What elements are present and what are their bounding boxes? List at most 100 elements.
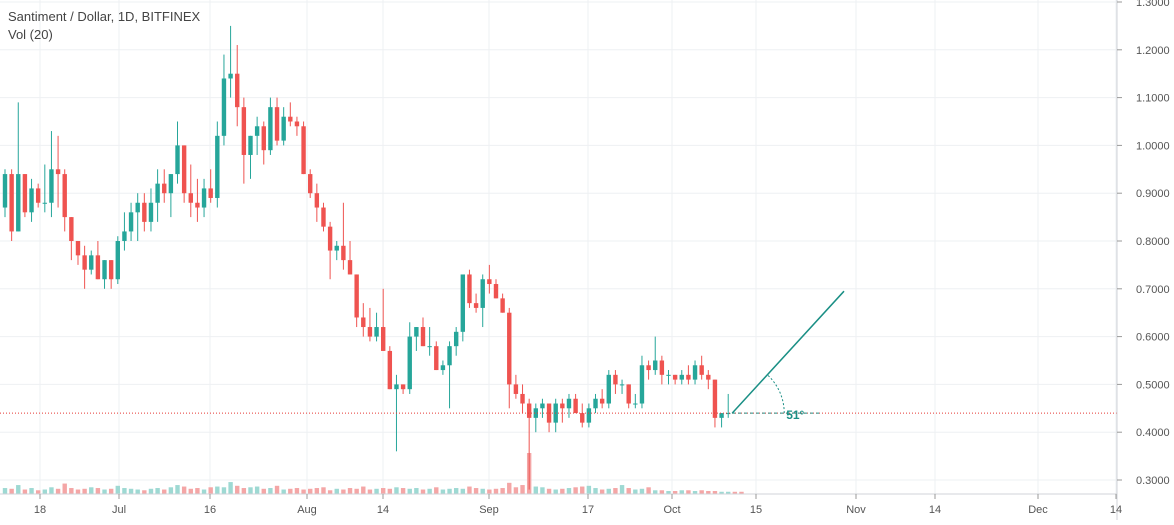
candle[interactable] [407, 322, 412, 394]
candle[interactable] [62, 169, 67, 232]
candle[interactable] [414, 327, 419, 351]
candle[interactable] [155, 169, 160, 222]
candle[interactable] [526, 398, 532, 490]
candle[interactable] [22, 174, 28, 218]
candle[interactable] [142, 193, 147, 232]
candle[interactable] [248, 135, 253, 179]
candle[interactable] [42, 164, 48, 213]
candle[interactable] [334, 241, 339, 261]
candle[interactable] [692, 360, 698, 385]
candle[interactable] [314, 183, 320, 222]
candle[interactable] [679, 370, 684, 385]
candle[interactable] [235, 45, 240, 127]
candle[interactable] [606, 370, 611, 409]
candle[interactable] [533, 403, 538, 433]
candle[interactable] [341, 202, 346, 270]
candle[interactable] [347, 241, 353, 275]
candle[interactable] [653, 336, 658, 375]
candle[interactable] [447, 341, 452, 409]
candle[interactable] [387, 346, 393, 390]
candle[interactable] [274, 97, 280, 146]
candle[interactable] [400, 384, 406, 394]
candle[interactable] [181, 145, 187, 203]
candle[interactable] [361, 303, 366, 337]
candle[interactable] [108, 260, 114, 289]
candle[interactable] [646, 360, 651, 380]
candle[interactable] [706, 370, 711, 390]
candle[interactable] [699, 355, 704, 380]
candle[interactable] [639, 355, 645, 409]
candle[interactable] [659, 355, 665, 385]
candle[interactable] [666, 370, 671, 385]
candle[interactable] [69, 217, 74, 261]
candle[interactable] [586, 403, 592, 428]
candle[interactable] [268, 97, 273, 155]
candle[interactable] [453, 327, 459, 356]
candle[interactable] [29, 178, 34, 222]
candle[interactable] [49, 131, 54, 218]
candle[interactable] [188, 164, 193, 218]
candle[interactable] [719, 413, 724, 428]
trend-angle-drawing[interactable]: 51° [731, 290, 845, 422]
candle[interactable] [367, 307, 373, 342]
candle[interactable] [626, 384, 631, 409]
candle[interactable] [102, 260, 107, 289]
candle[interactable] [122, 212, 127, 251]
candle[interactable] [228, 25, 233, 98]
candle[interactable] [619, 379, 625, 394]
candle[interactable] [553, 398, 558, 433]
candle[interactable] [633, 393, 638, 409]
candle[interactable] [546, 403, 552, 433]
candle[interactable] [507, 307, 512, 409]
candle[interactable] [135, 193, 140, 241]
candle[interactable] [16, 102, 21, 232]
candle[interactable] [467, 269, 472, 308]
candle[interactable] [726, 393, 731, 418]
candle[interactable] [281, 107, 286, 146]
trend-line[interactable] [731, 290, 845, 414]
candle[interactable] [520, 384, 525, 414]
candle[interactable] [215, 121, 220, 208]
candle[interactable] [148, 188, 154, 232]
candle[interactable] [95, 241, 101, 280]
candle[interactable] [593, 393, 598, 414]
candle[interactable] [2, 169, 8, 218]
candle[interactable] [460, 274, 466, 342]
candle[interactable] [420, 317, 426, 347]
candle[interactable] [380, 288, 386, 351]
candle[interactable] [560, 398, 565, 423]
candle[interactable] [294, 116, 300, 136]
candle[interactable] [327, 221, 333, 280]
candle[interactable] [308, 169, 313, 198]
candle[interactable] [573, 393, 578, 414]
candle[interactable] [35, 183, 41, 208]
candle[interactable] [9, 169, 14, 241]
candle[interactable] [580, 403, 585, 428]
candle[interactable] [208, 169, 213, 203]
candle[interactable] [288, 102, 293, 127]
candle[interactable] [175, 121, 180, 184]
candle[interactable] [89, 250, 94, 275]
candle[interactable] [261, 121, 266, 165]
candle[interactable] [712, 379, 718, 428]
candle[interactable] [75, 241, 81, 265]
candle[interactable] [672, 374, 678, 385]
candle[interactable] [613, 370, 618, 394]
candle[interactable] [473, 293, 479, 313]
candle[interactable] [427, 327, 432, 356]
candle[interactable] [221, 54, 227, 146]
candle[interactable] [493, 279, 499, 299]
candle[interactable] [168, 174, 174, 218]
candle[interactable] [254, 116, 260, 155]
candle[interactable] [354, 274, 359, 328]
candle[interactable] [374, 312, 379, 342]
candle[interactable] [115, 236, 120, 285]
candle[interactable] [599, 389, 605, 409]
candle[interactable] [55, 135, 61, 208]
candle[interactable] [434, 341, 439, 371]
candle[interactable] [321, 202, 326, 232]
candle[interactable] [195, 178, 200, 222]
candle[interactable] [487, 264, 492, 294]
